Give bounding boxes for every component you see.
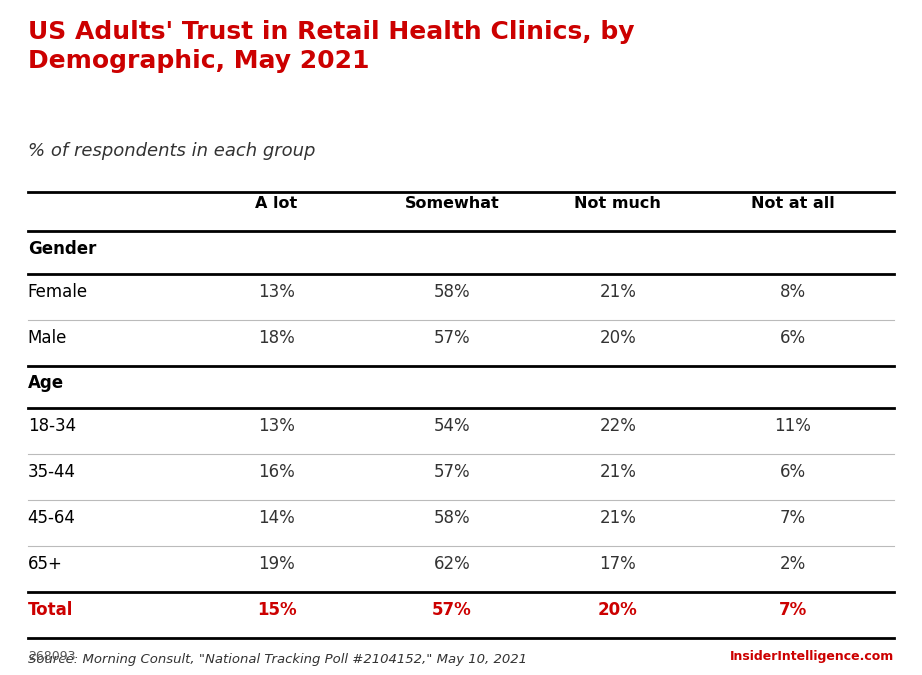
Text: 14%: 14% (258, 509, 295, 526)
Text: 7%: 7% (779, 601, 807, 618)
Text: 19%: 19% (258, 555, 295, 572)
Text: Not much: Not much (574, 196, 661, 211)
Text: Not at all: Not at all (751, 196, 834, 211)
Text: 57%: 57% (433, 463, 470, 481)
Text: Total: Total (28, 601, 73, 618)
Text: 65+: 65+ (28, 555, 63, 572)
Text: 17%: 17% (599, 555, 636, 572)
Text: Source: Morning Consult, "National Tracking Poll #2104152," May 10, 2021: Source: Morning Consult, "National Track… (28, 653, 526, 666)
Text: Male: Male (28, 329, 67, 346)
Text: US Adults' Trust in Retail Health Clinics, by
Demographic, May 2021: US Adults' Trust in Retail Health Clinic… (28, 20, 634, 73)
Text: 11%: 11% (774, 417, 811, 435)
Text: 7%: 7% (780, 509, 806, 526)
Text: 21%: 21% (599, 509, 636, 526)
Text: 21%: 21% (599, 463, 636, 481)
Text: 6%: 6% (780, 463, 806, 481)
Text: 20%: 20% (599, 329, 636, 346)
Text: 18%: 18% (258, 329, 295, 346)
Text: 268093: 268093 (28, 650, 76, 663)
Text: A lot: A lot (255, 196, 298, 211)
Text: 6%: 6% (780, 329, 806, 346)
Text: InsiderIntelligence.com: InsiderIntelligence.com (730, 650, 894, 663)
Text: 58%: 58% (433, 509, 470, 526)
Text: 13%: 13% (258, 417, 295, 435)
Text: Somewhat: Somewhat (405, 196, 499, 211)
Text: 13%: 13% (258, 283, 295, 300)
Text: 57%: 57% (433, 329, 470, 346)
Text: 20%: 20% (597, 601, 638, 618)
Text: 62%: 62% (433, 555, 470, 572)
Text: Female: Female (28, 283, 88, 300)
Text: 15%: 15% (257, 601, 296, 618)
Text: 58%: 58% (433, 283, 470, 300)
Text: 54%: 54% (433, 417, 470, 435)
Text: 45-64: 45-64 (28, 509, 76, 526)
Text: % of respondents in each group: % of respondents in each group (28, 142, 315, 160)
Text: 57%: 57% (431, 601, 472, 618)
Text: 18-34: 18-34 (28, 417, 76, 435)
Text: Gender: Gender (28, 240, 96, 258)
Text: 21%: 21% (599, 283, 636, 300)
Text: 2%: 2% (780, 555, 806, 572)
Text: 16%: 16% (258, 463, 295, 481)
Text: Age: Age (28, 375, 64, 392)
Text: 35-44: 35-44 (28, 463, 76, 481)
Text: 8%: 8% (780, 283, 806, 300)
Text: 22%: 22% (599, 417, 636, 435)
